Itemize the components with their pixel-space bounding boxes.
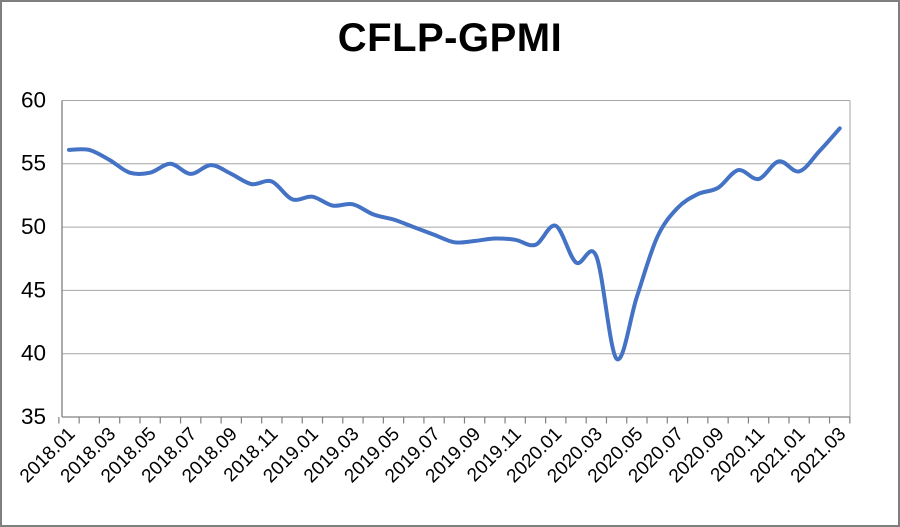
y-gridlines [62, 163, 850, 355]
x-axis-ticks [58, 417, 851, 424]
gpmi-series-line [67, 126, 842, 362]
y-axis-label: 40 [21, 341, 46, 366]
x-axis-labels: 2018.012018.032018.052018.072018.092018.… [16, 424, 850, 487]
y-axis-label: 55 [21, 151, 46, 176]
y-axis-label: 35 [21, 404, 46, 429]
y-axis-labels: 60 55 50 45 40 35 [21, 87, 46, 429]
chart-title: CFLP-GPMI [337, 16, 563, 60]
y-axis-label: 60 [21, 87, 46, 112]
y-axis-label: 45 [21, 277, 46, 302]
plot-border [61, 100, 851, 418]
y-axis-label: 50 [21, 214, 46, 239]
